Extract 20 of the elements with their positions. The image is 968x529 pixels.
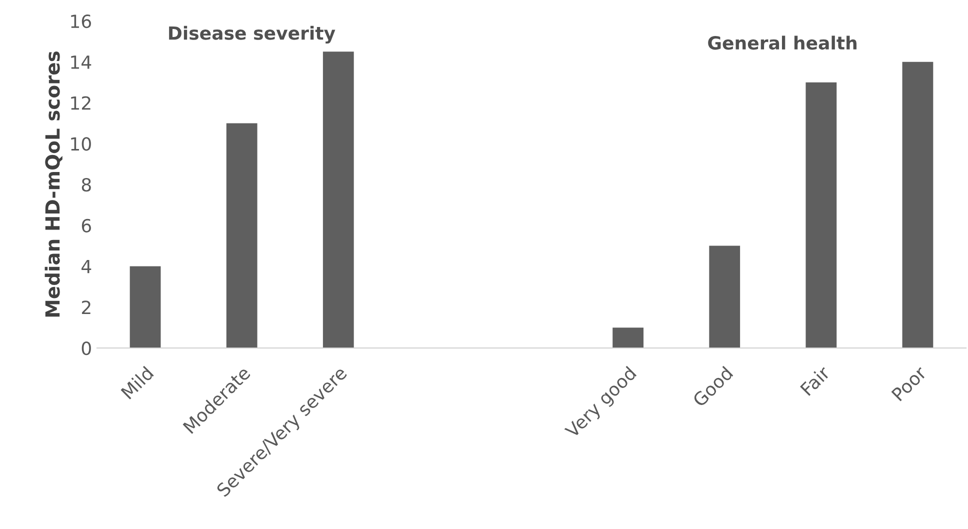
bar <box>806 82 837 348</box>
bar <box>226 123 258 348</box>
annotation: Disease severity <box>169 26 336 44</box>
y-tick-label: 4 <box>82 260 92 274</box>
bar <box>612 328 644 348</box>
y-tick-label: 6 <box>82 218 91 232</box>
y-axis-title: Median HD-mQoL scores <box>44 52 62 317</box>
y-tick-label: 16 <box>71 14 91 28</box>
x-tick-label: Fair <box>800 364 832 396</box>
bar <box>709 246 740 348</box>
bar <box>130 266 161 348</box>
y-tick-label: 8 <box>82 178 91 192</box>
bar <box>902 62 934 348</box>
y-tick-label: 14 <box>71 56 92 69</box>
y-tick-label: 12 <box>71 96 90 110</box>
bar <box>322 52 354 348</box>
y-tick-label: 10 <box>71 137 91 151</box>
y-tick-label: 2 <box>82 300 90 314</box>
y-tick-label: 0 <box>82 341 91 356</box>
annotation: General health <box>708 36 856 50</box>
